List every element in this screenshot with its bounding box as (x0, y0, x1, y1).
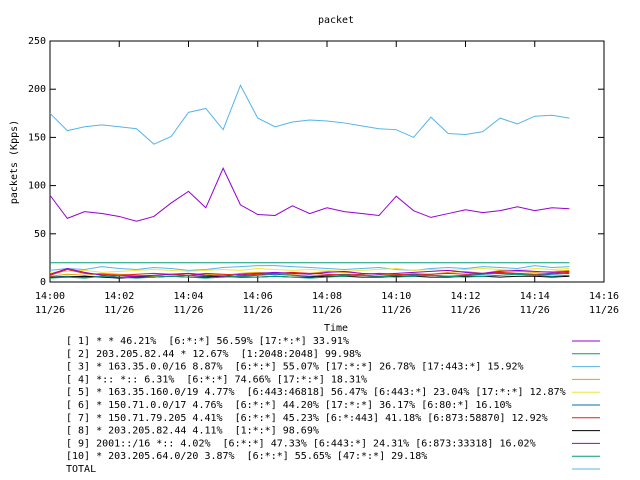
x-tick-label: 14:16 (589, 291, 619, 302)
y-tick-label: 200 (28, 84, 46, 95)
y-tick-label: 100 (28, 181, 46, 192)
y-tick-label: 50 (34, 229, 46, 240)
x-axis-label: Time (324, 323, 348, 334)
x-tick-date: 11/26 (520, 305, 550, 316)
y-tick-label: 150 (28, 132, 46, 143)
x-tick-label: 14:08 (312, 291, 342, 302)
series-line (49, 265, 570, 271)
x-tick-label: 14:14 (520, 291, 550, 302)
x-tick-date: 11/26 (104, 305, 134, 316)
series-line (49, 268, 570, 273)
x-tick-date: 11/26 (173, 305, 203, 316)
legend-label: TOTAL (66, 464, 96, 475)
y-tick-label: 0 (40, 277, 46, 288)
x-tick-label: 14:06 (243, 291, 273, 302)
y-tick-label: 250 (28, 36, 46, 47)
legend-label: [ 8] * 203.205.82.44 4.11% [1:*:*] 98.69… (66, 426, 319, 437)
legend-label: [ 7] * 150.71.79.205 4.41% [6:*:*] 45.23… (66, 413, 548, 424)
x-tick-date: 11/26 (450, 305, 480, 316)
x-tick-label: 14:04 (173, 291, 203, 302)
series-line (49, 267, 570, 278)
legend-label: [ 4] *:: *:: 6.31% [6:*:*] 74.66% [17:*:… (66, 374, 367, 385)
x-tick-label: 14:10 (381, 291, 411, 302)
legend-label: [ 3] * 163.35.0.0/16 8.87% [6:*:*] 55.07… (66, 362, 524, 373)
x-tick-date: 11/26 (312, 305, 342, 316)
x-tick-date: 11/26 (589, 305, 619, 316)
legend-label: [10] * 203.205.64.0/20 3.87% [6:*:*] 55.… (66, 451, 427, 462)
x-tick-label: 14:12 (450, 291, 480, 302)
series-line (49, 273, 570, 279)
legend-label: [ 6] * 150.71.0.0/17 4.76% [6:*:*] 44.20… (66, 400, 512, 411)
x-tick-date: 11/26 (35, 305, 65, 316)
legend-label: [ 2] 203.205.82.44 * 12.67% [1:2048:2048… (66, 349, 361, 360)
y-axis-label: packets (Kpps) (9, 120, 20, 204)
series-line (49, 84, 570, 145)
legend-label: [ 1] * * 46.21% [6:*:*] 56.59% [17:*:*] … (66, 336, 349, 347)
chart-title: packet (318, 15, 354, 26)
x-tick-date: 11/26 (381, 305, 411, 316)
x-tick-label: 14:00 (35, 291, 65, 302)
x-tick-label: 14:02 (104, 291, 134, 302)
x-tick-date: 11/26 (243, 305, 273, 316)
legend-label: [ 5] * 163.35.160.0/19 4.77% [6:443:4681… (66, 387, 566, 398)
legend-label: [ 9] 2001::/16 *:: 4.02% [6:*:*] 47.33% … (66, 438, 536, 449)
series-line (49, 167, 570, 222)
